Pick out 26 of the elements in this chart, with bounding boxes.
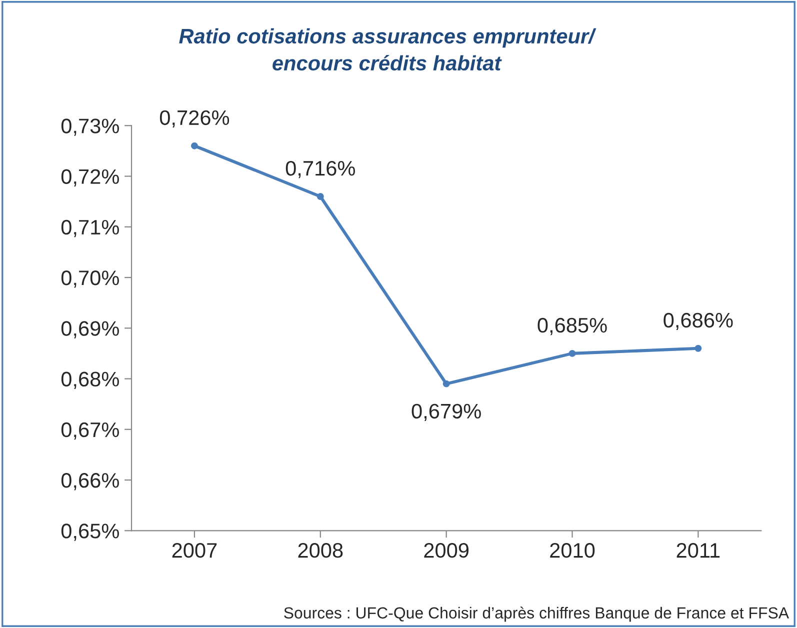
x-tick-label: 2008	[298, 543, 343, 558]
chart-title: Ratio cotisations assurances emprunteur/ encours crédits habitat	[179, 28, 596, 71]
point	[568, 350, 576, 357]
y-tick-label: 0,67%	[61, 422, 119, 440]
x-tick-label: 2011	[676, 543, 720, 558]
text: 0,686%	[664, 312, 733, 330]
x-tick-label: 2007	[172, 543, 217, 558]
y-tick-label: 0,65%	[61, 524, 119, 541]
text: 0,726%	[160, 110, 230, 128]
x-tick-label: 2009	[424, 543, 469, 558]
y-tick-label: 0,70%	[61, 270, 119, 288]
x-tick-label: 2010	[550, 543, 595, 558]
y-tick-label: 0,73%	[61, 118, 119, 136]
point	[442, 380, 450, 388]
point	[190, 142, 198, 150]
y-tick-label: 0,69%	[61, 321, 119, 338]
text: 0,716%	[286, 160, 355, 178]
point	[694, 344, 702, 352]
y-tick-label: 0,68%	[61, 372, 119, 389]
y-tick-label: 0,71%	[61, 220, 119, 238]
y-tick-label: 0,66%	[61, 473, 119, 490]
source-note: Sources : UFC-Que Choisir d’après chiffres Banque de France et FFSA	[284, 606, 790, 622]
text: 0,685%	[538, 318, 607, 336]
point	[316, 193, 324, 200]
y-tick-label: 0,72%	[61, 169, 119, 186]
text: 0,679%	[412, 404, 481, 422]
